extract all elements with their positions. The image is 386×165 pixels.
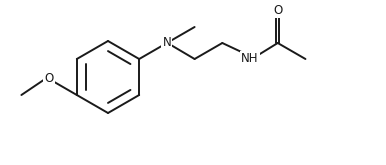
Text: NH: NH xyxy=(241,52,259,66)
Text: O: O xyxy=(44,72,54,85)
Text: O: O xyxy=(273,4,283,17)
Text: N: N xyxy=(163,36,171,50)
